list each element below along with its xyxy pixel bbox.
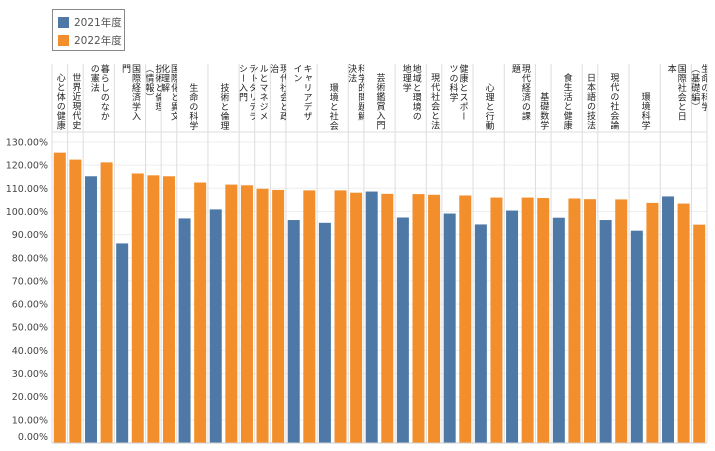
bar-2021 (209, 209, 222, 443)
y-tick-label: 20.00% (12, 392, 48, 403)
category-label: 健康とスポーツの科学 (447, 64, 468, 121)
bar-2022 (646, 202, 659, 443)
category-label: 地域と環境の地理学 (400, 64, 421, 121)
category-label: 暮らしのなかの憲法 (88, 64, 109, 121)
bar-2022 (272, 189, 285, 443)
bar-2021 (662, 196, 675, 443)
category-label: 基礎数学 (538, 92, 549, 130)
bar-2021 (599, 220, 612, 443)
category-label: 芸術鑑賞入門 (374, 73, 385, 130)
bar-2022 (490, 197, 503, 443)
bar-2022 (225, 184, 238, 443)
bar-2022 (69, 159, 82, 443)
category-label: 国際社会と日本 (665, 64, 686, 121)
bar-2022 (537, 198, 550, 443)
y-tick-label: 100.00% (6, 207, 48, 218)
bar-2022 (428, 194, 441, 443)
bar-2021 (506, 210, 519, 443)
bar-2022 (693, 224, 706, 443)
y-tick-label: 80.00% (12, 253, 48, 264)
category-label: データリテラシー入門 (239, 64, 255, 121)
category-label: 生命の科学（基礎編） (691, 64, 707, 112)
bar-2022 (256, 188, 269, 443)
category-label: 国際化と異文化理解 (161, 64, 177, 121)
y-tick-label: 0.00% (18, 432, 48, 443)
category-label: 日本語の技法 (585, 73, 596, 130)
category-label: 現代社会と政治 (270, 64, 286, 121)
y-tick-label: 10.00% (12, 415, 48, 426)
bar-2022 (240, 185, 253, 443)
category-label: 技術と倫理（情報） (145, 64, 162, 112)
bar-2021 (474, 224, 487, 443)
category-label: 心理と行動 (483, 82, 494, 131)
bar-2021 (178, 218, 191, 443)
bar-2022 (677, 203, 690, 443)
category-label: ビジネスモデルとマネジメント (255, 64, 271, 121)
legend-swatch-2022 (58, 35, 69, 46)
bar-2022 (53, 152, 66, 444)
y-tick-label: 90.00% (12, 230, 48, 241)
bar-2021 (443, 213, 456, 443)
category-label: 国際経済学入門 (119, 64, 140, 121)
bar-2021 (84, 176, 97, 443)
bar-2022 (162, 176, 175, 443)
bar-2022 (521, 197, 534, 443)
bar-2022 (350, 192, 363, 443)
bar-2022 (334, 190, 347, 443)
bar-2021 (318, 222, 331, 443)
category-label: 環境と社会 (327, 82, 338, 131)
bar-2021 (552, 217, 565, 443)
y-tick-label: 120.00% (6, 161, 48, 172)
category-label: 心と体の健康 (54, 73, 65, 130)
legend-item-2021: 2021年度 (58, 15, 122, 30)
category-label: 環境科学 (639, 92, 650, 130)
y-tick-label: 60.00% (12, 300, 48, 311)
bar-2021 (365, 191, 378, 443)
category-label: キャリアデザイン (291, 64, 312, 121)
legend-label: 2022年度 (74, 35, 122, 47)
bar-2022 (303, 190, 316, 443)
bar-2022 (615, 199, 628, 443)
category-label: 科学的問題解決法 (348, 64, 364, 121)
y-tick-label: 40.00% (12, 346, 48, 357)
legend: 2021年度 2022年度 (52, 9, 125, 51)
bar-2021 (287, 220, 300, 443)
bar-2022 (147, 175, 160, 443)
bar-2022 (100, 162, 113, 444)
bar-2022 (584, 199, 597, 443)
y-tick-label: 70.00% (12, 276, 48, 287)
bar-2022 (459, 195, 472, 443)
legend-label: 2021年度 (74, 17, 122, 29)
category-label: 食生活と健康 (561, 73, 572, 130)
bar-2022 (568, 198, 581, 443)
category-label: 世界近現代史 (70, 73, 81, 130)
bar-2022 (194, 182, 207, 443)
category-label: 現代社会と法 (429, 73, 440, 130)
y-tick-label: 110.00% (6, 184, 48, 195)
y-tick-label: 130.00% (6, 138, 48, 149)
bar-2021 (630, 230, 643, 443)
category-label: 生命の科学 (187, 82, 198, 131)
legend-swatch-2021 (58, 17, 69, 28)
category-label: 技術と倫理 (218, 82, 229, 131)
y-tick-label: 30.00% (12, 369, 48, 380)
bar-2022 (412, 194, 425, 443)
category-label: 現代の社会論 (608, 73, 619, 130)
y-tick-label: 50.00% (12, 323, 48, 334)
category-label: 現代経済の課題 (509, 64, 530, 121)
legend-item-2022: 2022年度 (58, 33, 122, 48)
bar-2021 (116, 243, 129, 443)
bar-2021 (396, 217, 409, 443)
bar-2022 (131, 173, 144, 443)
bar-2022 (381, 193, 394, 443)
